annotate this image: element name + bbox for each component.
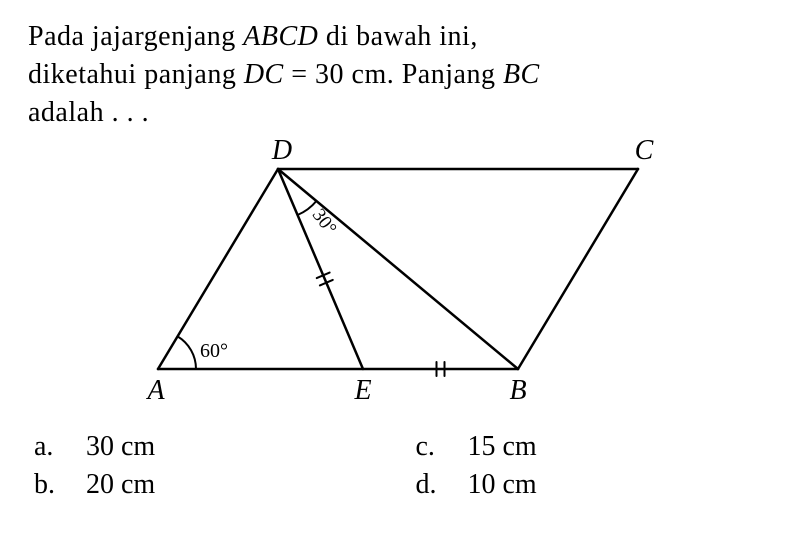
svg-text:60°: 60° bbox=[200, 340, 228, 362]
option-d-letter: d. bbox=[416, 469, 444, 501]
q-l2b: DC bbox=[244, 59, 284, 90]
svg-text:D: D bbox=[270, 139, 291, 166]
q-l2d: BC bbox=[503, 59, 540, 90]
question-text: Pada jajargenjang ABCD di bawah ini, dik… bbox=[28, 18, 767, 131]
q-l2c: = 30 cm. Panjang bbox=[284, 59, 503, 90]
parallelogram-diagram: 60° 30° A E B D C bbox=[118, 139, 678, 419]
option-a-letter: a. bbox=[34, 431, 62, 463]
q-l1c: di bawah ini, bbox=[318, 21, 477, 52]
diagram-container: 60° 30° A E B D C bbox=[28, 139, 767, 419]
svg-text:B: B bbox=[509, 375, 526, 406]
q-l2a: diketahui panjang bbox=[28, 59, 244, 90]
option-c-letter: c. bbox=[416, 431, 444, 463]
option-d-text: 10 cm bbox=[468, 469, 537, 501]
svg-text:E: E bbox=[353, 375, 371, 406]
option-c: c. 15 cm bbox=[416, 431, 768, 463]
option-b-text: 20 cm bbox=[86, 469, 155, 501]
option-c-text: 15 cm bbox=[468, 431, 537, 463]
svg-text:30°: 30° bbox=[307, 205, 340, 239]
q-l1a: Pada jajargenjang bbox=[28, 21, 243, 52]
svg-text:A: A bbox=[145, 375, 165, 406]
option-b-letter: b. bbox=[34, 469, 62, 501]
option-a: a. 30 cm bbox=[34, 431, 386, 463]
option-d: d. 10 cm bbox=[416, 469, 768, 501]
option-b: b. 20 cm bbox=[34, 469, 386, 501]
answer-options: a. 30 cm c. 15 cm b. 20 cm d. 10 cm bbox=[28, 431, 767, 501]
svg-text:C: C bbox=[634, 139, 653, 166]
q-l1b: ABCD bbox=[243, 21, 318, 52]
q-l3: adalah . . . bbox=[28, 97, 149, 128]
option-a-text: 30 cm bbox=[86, 431, 155, 463]
